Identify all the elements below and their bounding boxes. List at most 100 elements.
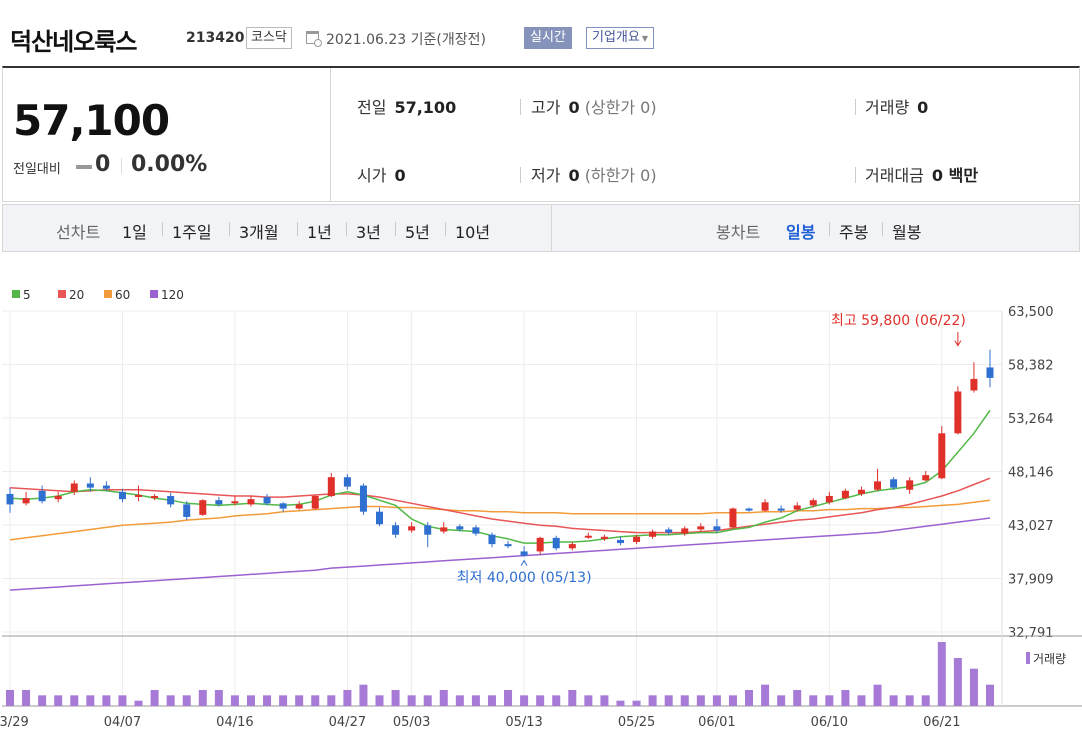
- volume-bar: [134, 700, 143, 706]
- volume-bar: [295, 695, 304, 706]
- volume-bar: [552, 695, 561, 706]
- line-period-1w[interactable]: 1주일: [172, 223, 212, 242]
- change-percent: 0.00%: [131, 152, 208, 177]
- candle-period-daily[interactable]: 일봉: [786, 223, 816, 242]
- volume-bar: [632, 700, 641, 706]
- plot-area: [2, 311, 1002, 706]
- candle-body: [151, 496, 159, 499]
- price-summary: 57,100 전일대비 0 0.00%: [3, 68, 331, 202]
- candle-body: [649, 531, 657, 537]
- candle-body: [874, 481, 882, 490]
- line-period-1y[interactable]: 1년: [307, 223, 332, 242]
- candle-chart-label: 봉차트: [716, 223, 761, 242]
- candle-body: [970, 378, 978, 391]
- y-tick-label: 63,500: [1008, 305, 1054, 320]
- low-annotation: 최저 40,000 (05/13): [457, 570, 592, 586]
- high-price: 고가 0 (상한가 0): [531, 94, 657, 118]
- as-of-date: 2021.06.23 기준(개장전): [326, 32, 486, 48]
- amount-value: 0 백만: [931, 166, 979, 185]
- stock-name: 덕산네오룩스: [10, 28, 137, 56]
- candle-body: [102, 485, 110, 489]
- candle-body: [54, 496, 62, 500]
- candle-body: [376, 511, 384, 525]
- company-overview-button[interactable]: 기업개요 ▼: [586, 27, 654, 49]
- volume-bar: [825, 695, 834, 706]
- candle-body: [279, 503, 287, 509]
- legend-label: 60: [115, 288, 130, 302]
- volume-bar: [375, 695, 384, 706]
- candle-period-monthly[interactable]: 월봉: [892, 223, 922, 242]
- candle-body: [488, 534, 496, 545]
- divider: [882, 222, 883, 236]
- volume-bar: [889, 695, 898, 706]
- candle-body: [841, 490, 849, 499]
- volume-bar: [343, 690, 352, 706]
- candle-body: [135, 494, 143, 497]
- candle-body: [713, 526, 721, 531]
- volume-bar: [793, 690, 802, 706]
- legend-label: 120: [161, 288, 184, 302]
- x-tick-label: 05/25: [618, 715, 655, 730]
- x-tick-label: 06/01: [698, 715, 735, 730]
- volume-bar: [311, 695, 320, 706]
- candle-body: [616, 539, 624, 544]
- volume-bar: [745, 690, 754, 706]
- line-period-5y[interactable]: 5년: [405, 223, 430, 242]
- volume-bar: [664, 695, 673, 706]
- x-tick-label: 06/10: [811, 715, 848, 730]
- volume-bar: [230, 695, 239, 706]
- candle-body: [922, 475, 930, 481]
- candle-body: [327, 477, 335, 497]
- ma60-line: [9, 499, 991, 541]
- candle-body: [552, 537, 560, 549]
- prev-close-label: 전일: [357, 98, 387, 117]
- volume-bar: [584, 695, 593, 706]
- candle-body: [954, 391, 962, 434]
- candle-body: [199, 500, 207, 515]
- candle-body: [777, 508, 785, 511]
- line-chart-label: 선차트: [56, 223, 101, 242]
- candle-body: [906, 480, 914, 490]
- legend-swatch: [12, 290, 20, 298]
- trade-amount: 거래대금 0 백만: [865, 162, 978, 186]
- divider: [855, 167, 856, 183]
- y-tick-label: 48,146: [1008, 465, 1054, 480]
- volume-bar: [969, 668, 978, 706]
- candle-body: [793, 505, 801, 510]
- candle-body: [681, 528, 689, 534]
- candle-body: [263, 497, 271, 504]
- line-period-3m[interactable]: 3개월: [239, 223, 279, 242]
- candle-body: [761, 502, 769, 511]
- volume-bar: [487, 695, 496, 706]
- divider: [829, 222, 830, 236]
- volume-bar: [648, 695, 657, 706]
- candle-body: [938, 433, 946, 479]
- volume-bar: [407, 695, 416, 706]
- y-tick-label: 37,909: [1008, 573, 1054, 588]
- candle-body: [697, 526, 705, 530]
- line-period-1d[interactable]: 1일: [122, 223, 147, 242]
- realtime-button[interactable]: 실시간: [524, 27, 572, 49]
- line-period-3y[interactable]: 3년: [356, 223, 381, 242]
- candle-body: [6, 493, 14, 505]
- candle-body: [825, 496, 833, 503]
- candle-period-weekly[interactable]: 주봉: [839, 223, 869, 242]
- volume-bar: [873, 684, 882, 706]
- candle-body: [890, 479, 898, 488]
- line-period-10y[interactable]: 10년: [455, 223, 491, 242]
- ma20-line: [9, 477, 991, 534]
- change-value: 0: [95, 152, 111, 177]
- prev-close: 전일 57,100: [357, 94, 456, 118]
- stock-chart[interactable]: 32,791 37,909 43,027 48,146 53,264 58,382 63,5…: [0, 280, 1082, 731]
- volume-bar: [455, 695, 464, 706]
- volume-bar: [905, 695, 914, 706]
- market-badge: 코스닥: [246, 27, 292, 49]
- current-price: 57,100: [13, 96, 170, 145]
- low-label: 저가: [531, 166, 561, 185]
- legend-label: 20: [69, 288, 84, 302]
- period-selector-bar: 선차트 1일 1주일 3개월 1년 3년 5년 10년 봉차트 일봉 주봉 월봉: [2, 204, 1080, 252]
- volume-bar: [504, 690, 513, 706]
- volume-bar: [520, 695, 529, 706]
- volume-bar: [182, 695, 191, 706]
- volume-bar: [359, 684, 368, 706]
